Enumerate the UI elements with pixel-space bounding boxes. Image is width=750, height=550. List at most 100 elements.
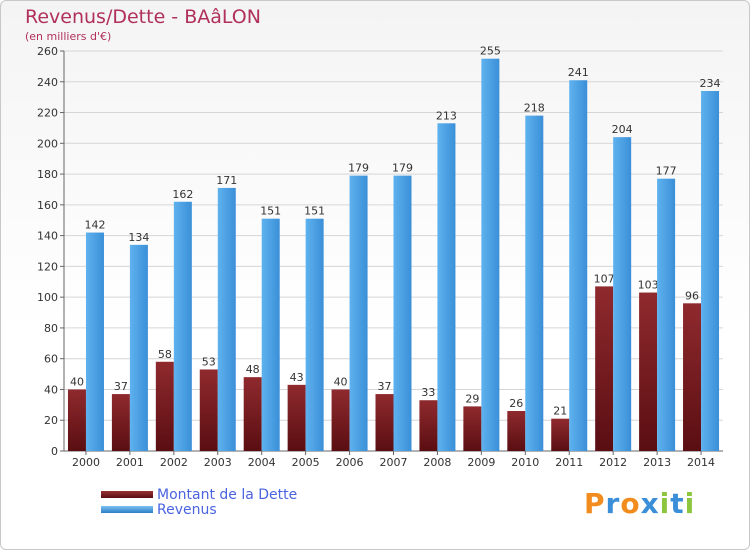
data-label-revenue: 218 [524, 102, 545, 115]
data-label-debt: 96 [685, 289, 699, 302]
y-tick-label: 260 [37, 45, 58, 58]
data-label-debt: 21 [553, 405, 567, 418]
chart-title: Revenus/Dette - BAâLON [25, 6, 261, 28]
y-tick-label: 60 [44, 353, 58, 366]
bar-debt [375, 394, 394, 451]
data-label-revenue: 162 [172, 188, 193, 201]
bar-revenue [349, 175, 368, 451]
y-tick-label: 200 [37, 137, 58, 150]
data-label-revenue: 151 [304, 205, 325, 218]
bar-debt [243, 377, 262, 451]
bar-debt [199, 369, 218, 451]
bar-debt [463, 406, 482, 451]
logo-letter: x [640, 487, 660, 520]
x-tick-label: 2006 [336, 456, 364, 469]
data-label-revenue: 234 [700, 77, 721, 90]
bar-debt [287, 384, 306, 451]
legend-label-revenue: Revenus [157, 501, 217, 518]
x-tick-label: 2003 [204, 456, 232, 469]
data-label-debt: 107 [594, 272, 615, 285]
data-label-revenue: 204 [612, 123, 633, 136]
proxiti-logo: Proxiti [584, 487, 695, 520]
legend-item-debt: Montant de la Dette [101, 486, 298, 503]
bar-revenue [261, 218, 280, 451]
x-tick-label: 2013 [643, 456, 671, 469]
x-tick-label: 2005 [292, 456, 320, 469]
data-label-debt: 29 [465, 392, 479, 405]
logo-letter: P [584, 487, 606, 520]
data-label-revenue: 241 [568, 66, 589, 79]
logo-letter: i [684, 487, 696, 520]
y-tick-label: 140 [37, 230, 58, 243]
x-tick-label: 2008 [423, 456, 451, 469]
data-label-debt: 43 [290, 371, 304, 384]
bar-debt [331, 389, 350, 451]
bar-debt [507, 411, 526, 451]
bar-debt [595, 286, 614, 451]
bar-revenue [481, 58, 500, 451]
x-tick-label: 2011 [555, 456, 583, 469]
legend-item-revenue: Revenus [101, 501, 297, 518]
bar-revenue [701, 91, 720, 451]
legend-swatch-revenue [101, 506, 153, 513]
bar-revenue [525, 115, 544, 451]
y-tick-label: 220 [37, 107, 58, 120]
x-tick-label: 2010 [511, 456, 539, 469]
data-label-revenue: 213 [436, 109, 457, 122]
logo-letter: t [670, 487, 685, 520]
data-label-revenue: 255 [480, 45, 501, 58]
data-label-debt: 40 [334, 375, 348, 388]
bar-revenue [173, 201, 192, 451]
chart-legend: Montant de la Dette Revenus [101, 486, 298, 518]
x-tick-label: 2000 [72, 456, 100, 469]
bar-revenue [437, 123, 456, 452]
y-tick-label: 240 [37, 76, 58, 89]
data-label-debt: 37 [114, 380, 128, 393]
logo-letter: o [620, 487, 641, 520]
logo-letter: i [659, 487, 671, 520]
bar-debt [67, 389, 86, 451]
bar-revenue [305, 218, 324, 451]
bar-revenue [657, 178, 676, 451]
data-label-debt: 48 [246, 363, 260, 376]
bar-debt [111, 394, 130, 451]
y-tick-label: 120 [37, 260, 58, 273]
y-tick-label: 80 [44, 322, 58, 335]
bar-revenue [85, 232, 104, 451]
y-tick-label: 100 [37, 291, 58, 304]
data-label-revenue: 142 [84, 219, 105, 232]
bar-debt [639, 292, 658, 451]
data-label-revenue: 151 [260, 205, 281, 218]
bar-revenue [613, 137, 632, 451]
y-tick-label: 160 [37, 199, 58, 212]
y-tick-label: 180 [37, 168, 58, 181]
data-label-revenue: 177 [656, 165, 677, 178]
bar-revenue [217, 187, 236, 451]
x-tick-label: 2004 [248, 456, 276, 469]
bar-revenue [393, 175, 412, 451]
data-label-debt: 53 [202, 355, 216, 368]
y-tick-label: 20 [44, 414, 58, 427]
logo-letter: r [605, 487, 621, 520]
data-label-debt: 40 [70, 375, 84, 388]
chart-subtitle: (en milliers d'€) [25, 30, 112, 43]
bar-debt [419, 400, 438, 451]
data-label-debt: 33 [421, 386, 435, 399]
x-tick-label: 2007 [380, 456, 408, 469]
x-tick-label: 2012 [599, 456, 627, 469]
bar-debt [155, 361, 174, 451]
bar-debt [551, 418, 570, 451]
legend-label-debt: Montant de la Dette [157, 486, 298, 503]
data-label-debt: 58 [158, 348, 172, 361]
data-label-revenue: 134 [128, 231, 149, 244]
y-tick-label: 0 [51, 445, 58, 458]
x-tick-label: 2002 [160, 456, 188, 469]
x-tick-label: 2009 [467, 456, 495, 469]
data-label-debt: 26 [509, 397, 523, 410]
data-label-revenue: 179 [348, 162, 369, 175]
legend-swatch-debt [101, 491, 153, 498]
x-tick-label: 2014 [687, 456, 715, 469]
data-label-revenue: 179 [392, 162, 413, 175]
bar-revenue [569, 80, 588, 451]
